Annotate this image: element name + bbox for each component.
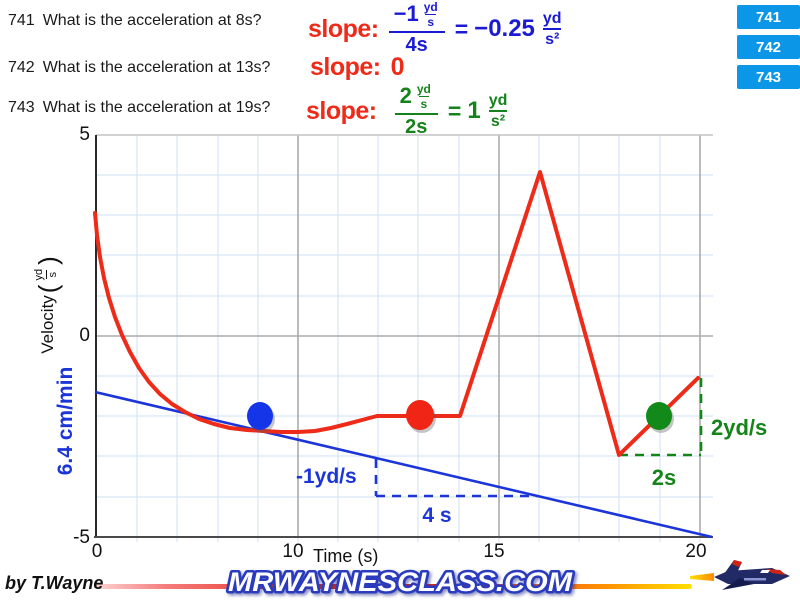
brand-text[interactable]: MRWAYNESCLASS.COM <box>226 565 576 600</box>
result-units: yd s² <box>542 10 562 48</box>
question-number: 741 <box>8 12 35 29</box>
jet-wing <box>722 578 754 590</box>
jet-flame <box>690 573 714 581</box>
tangent-line <box>94 390 713 539</box>
y-tick-neg5: -5 <box>73 527 90 548</box>
velocity-curve <box>93 170 700 457</box>
jet-nose-accent <box>766 569 786 575</box>
jet-canopy <box>760 570 770 573</box>
x-tick-15: 15 <box>483 541 505 562</box>
point-19s-dot <box>646 402 672 430</box>
y-tick-5: 5 <box>79 124 90 145</box>
question-number: 742 <box>8 59 35 76</box>
question-text: What is the acceleration at 8s? <box>42 12 262 29</box>
footer-gradient-stripe <box>96 584 692 589</box>
slope-answer-741: slope: −1 yd s 4s = −0.25 yd s² <box>308 0 564 57</box>
annotation-rise-green: 2yd/s <box>711 415 768 440</box>
numerator-coefficient: 2 <box>399 83 412 108</box>
slope-answer-743: slope: 2 yd s 2s = 1 yd s² <box>306 82 509 139</box>
x-tick-20: 20 <box>685 541 707 562</box>
question-742: 742 What is the acceleration at 13s? <box>8 59 270 77</box>
major-gridlines <box>96 135 713 537</box>
result-value: −0.25 <box>474 15 535 43</box>
minor-gridlines <box>96 135 713 542</box>
slope-label: slope: <box>310 53 381 81</box>
nav-button-742[interactable]: 742 <box>737 35 800 59</box>
question-743: 743 What is the acceleration at 19s? <box>8 99 270 117</box>
annotation-run-blue: 4 s <box>422 504 452 527</box>
result-units: yd s² <box>488 92 508 130</box>
denominator: 2s <box>405 116 428 139</box>
credit-text: by T.Wayne <box>5 573 104 593</box>
x-tick-10: 10 <box>282 541 304 562</box>
jet-stripe <box>744 578 766 581</box>
fraction: 2 yd s 2s <box>394 82 438 139</box>
jet-tailfin-accent <box>732 560 742 567</box>
green-rise-run-dashes <box>619 378 703 457</box>
brand-logo[interactable]: MRWAYNESCLASS.COM <box>218 564 582 600</box>
result-value: 1 <box>467 97 481 125</box>
y-axis-units: yd s <box>33 268 60 281</box>
point-8s-dot <box>247 402 273 430</box>
numerator-coefficient: −1 <box>393 1 419 26</box>
slope-label: slope: <box>308 14 379 43</box>
question-741: 741 What is the acceleration at 8s? <box>8 12 261 30</box>
nav-button-741[interactable]: 741 <box>737 5 800 29</box>
equals-sign: = <box>447 97 462 124</box>
question-number: 743 <box>8 99 35 116</box>
side-note: 6.4 cm/min <box>54 366 77 476</box>
slope-label: slope: <box>306 96 377 125</box>
denominator: 4s <box>405 34 428 57</box>
jet-icon <box>690 560 790 590</box>
equals-sign: = <box>454 15 469 42</box>
annotation-run-green: 2s <box>651 465 677 490</box>
x-tick-0: 0 <box>91 541 103 562</box>
point-13s-dot <box>406 400 434 430</box>
slope-answer-742: slope: 0 <box>310 53 405 82</box>
annotation-rise-blue: -1yd/s <box>296 465 357 488</box>
unit-fraction: yd s <box>416 82 431 111</box>
result-value: 0 <box>390 53 405 81</box>
marker-points <box>247 400 674 433</box>
nav-button-743[interactable]: 743 <box>737 65 800 89</box>
x-axis-title: Time (s) <box>313 546 379 566</box>
question-text: What is the acceleration at 19s? <box>42 99 271 116</box>
fraction: −1 yd s 4s <box>388 0 445 57</box>
y-tick-0: 0 <box>79 325 90 346</box>
unit-fraction: yd s <box>423 0 438 29</box>
question-text: What is the acceleration at 13s? <box>42 59 271 76</box>
blue-rise-run-dashes <box>374 459 538 498</box>
